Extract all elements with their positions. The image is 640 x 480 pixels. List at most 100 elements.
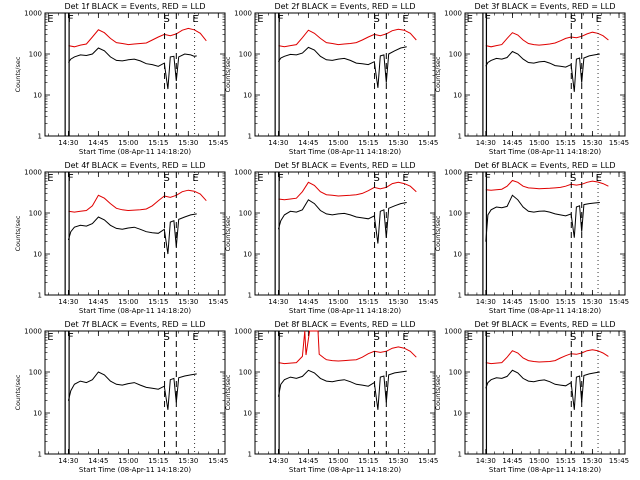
marker-label: E <box>47 14 53 25</box>
x-tick-label: 14:30 <box>58 139 78 147</box>
x-tick-label: 15:30 <box>388 457 408 465</box>
detector-panel-2: Det 2f BLACK = Events, RED = LLD 1 10 100 10… <box>224 2 438 156</box>
x-tick-label: 15:00 <box>328 457 348 465</box>
plot-frame <box>254 12 436 137</box>
detector-panel-5: Det 5f BLACK = Events, RED = LLD 1 10 100 10… <box>224 161 438 315</box>
plot-frame <box>44 330 226 455</box>
x-tick-label: 15:45 <box>418 298 438 306</box>
lld-series-line <box>485 349 609 365</box>
x-tick-label: 15:15 <box>148 298 168 306</box>
y-tick-label: 100 <box>239 369 252 377</box>
y-tick-label: 100 <box>449 210 462 218</box>
y-tick-label: 10 <box>33 410 42 418</box>
x-tick-label: 14:45 <box>502 139 522 147</box>
plot-frame <box>44 12 226 137</box>
y-tick-label: 1000 <box>234 169 252 177</box>
marker-label: S <box>570 14 576 25</box>
marker-label: S <box>164 332 170 343</box>
y-axis-label: Counts/sec <box>434 56 442 92</box>
x-tick-label: 15:30 <box>178 139 198 147</box>
x-tick-label: 15:30 <box>582 298 602 306</box>
y-axis-label: Counts/sec <box>434 374 442 410</box>
lld-series-line <box>68 189 207 213</box>
y-tick-label: 1 <box>458 292 462 300</box>
marker-label: S <box>164 14 170 25</box>
panel-title: Det 2f BLACK = Events, RED = LLD <box>274 2 415 11</box>
y-tick-label: 10 <box>33 92 42 100</box>
x-tick-label: 15:15 <box>358 298 378 306</box>
x-tick-label: 14:45 <box>502 457 522 465</box>
y-tick-label: 10 <box>243 92 252 100</box>
marker-label: F <box>278 14 284 25</box>
x-tick-label: 15:30 <box>582 139 602 147</box>
plot-frame <box>44 171 226 296</box>
marker-label: E <box>47 173 53 184</box>
y-tick-label: 10 <box>453 251 462 259</box>
lld-series-line <box>278 330 417 365</box>
marker-label: E <box>257 332 263 343</box>
y-tick-label: 100 <box>449 369 462 377</box>
x-tick-label: 14:45 <box>88 139 108 147</box>
marker-label: F <box>278 173 284 184</box>
x-tick-label: 15:00 <box>529 298 549 306</box>
y-tick-label: 1000 <box>444 169 462 177</box>
detector-panel-8: Det 8f BLACK = Events, RED = LLD 1 10 100 10… <box>224 320 438 474</box>
marker-label: E <box>596 173 602 184</box>
marker-label: S <box>164 173 170 184</box>
x-tick-label: 15:15 <box>556 457 576 465</box>
events-series-line <box>67 47 197 90</box>
marker-label: F <box>485 14 491 25</box>
marker-label: E <box>467 332 473 343</box>
x-tick-label: 14:45 <box>88 457 108 465</box>
panel-title: Det 6f BLACK = Events, RED = LLD <box>474 161 615 170</box>
y-tick-label: 100 <box>29 51 42 59</box>
panel-title: Det 3f BLACK = Events, RED = LLD <box>474 2 615 11</box>
lld-series-line <box>485 31 609 48</box>
plot-frame <box>254 171 436 296</box>
y-tick-label: 1 <box>248 451 252 459</box>
y-tick-label: 10 <box>33 251 42 259</box>
x-tick-label: 14:45 <box>298 457 318 465</box>
x-tick-label: 14:45 <box>502 298 522 306</box>
x-tick-label: 15:30 <box>388 139 408 147</box>
y-tick-label: 10 <box>453 410 462 418</box>
y-tick-label: 10 <box>243 410 252 418</box>
x-tick-label: 14:30 <box>268 457 288 465</box>
y-tick-label: 1000 <box>24 10 42 18</box>
x-tick-label: 15:30 <box>178 298 198 306</box>
marker-label: E <box>467 173 473 184</box>
x-tick-label: 15:15 <box>358 457 378 465</box>
panel-title: Det 5f BLACK = Events, RED = LLD <box>274 161 415 170</box>
x-tick-label: 15:45 <box>208 457 228 465</box>
y-tick-label: 10 <box>243 251 252 259</box>
marker-label: S <box>374 332 380 343</box>
y-tick-label: 10 <box>453 92 462 100</box>
x-tick-label: 15:45 <box>208 298 228 306</box>
x-tick-label: 15:00 <box>118 139 138 147</box>
detector-panel-9: Det 9f BLACK = Events, RED = LLD 1 10 100 10… <box>434 320 629 474</box>
x-tick-label: 15:45 <box>609 457 629 465</box>
y-tick-label: 1 <box>458 451 462 459</box>
x-tick-label: 14:30 <box>268 139 288 147</box>
y-tick-label: 1 <box>248 292 252 300</box>
marker-label: E <box>192 173 198 184</box>
y-tick-label: 100 <box>239 210 252 218</box>
panel-title: Det 8f BLACK = Events, RED = LLD <box>274 320 415 329</box>
plot-frame <box>464 330 626 455</box>
x-tick-label: 14:30 <box>268 298 288 306</box>
x-tick-label: 14:45 <box>298 298 318 306</box>
x-tick-label: 14:30 <box>58 298 78 306</box>
y-tick-label: 1000 <box>234 328 252 336</box>
x-tick-label: 15:15 <box>358 139 378 147</box>
y-tick-label: 1 <box>38 133 42 141</box>
x-axis-label: Start Time (08-Apr-11 14:18:20) <box>489 466 601 474</box>
lld-series-line <box>278 28 417 48</box>
events-series-line <box>67 213 197 255</box>
y-tick-label: 100 <box>29 210 42 218</box>
marker-label: E <box>192 14 198 25</box>
marker-label: E <box>596 332 602 343</box>
marker-label: F <box>68 14 74 25</box>
x-tick-label: 15:30 <box>178 457 198 465</box>
marker-label: F <box>68 173 74 184</box>
marker-label: E <box>402 332 408 343</box>
